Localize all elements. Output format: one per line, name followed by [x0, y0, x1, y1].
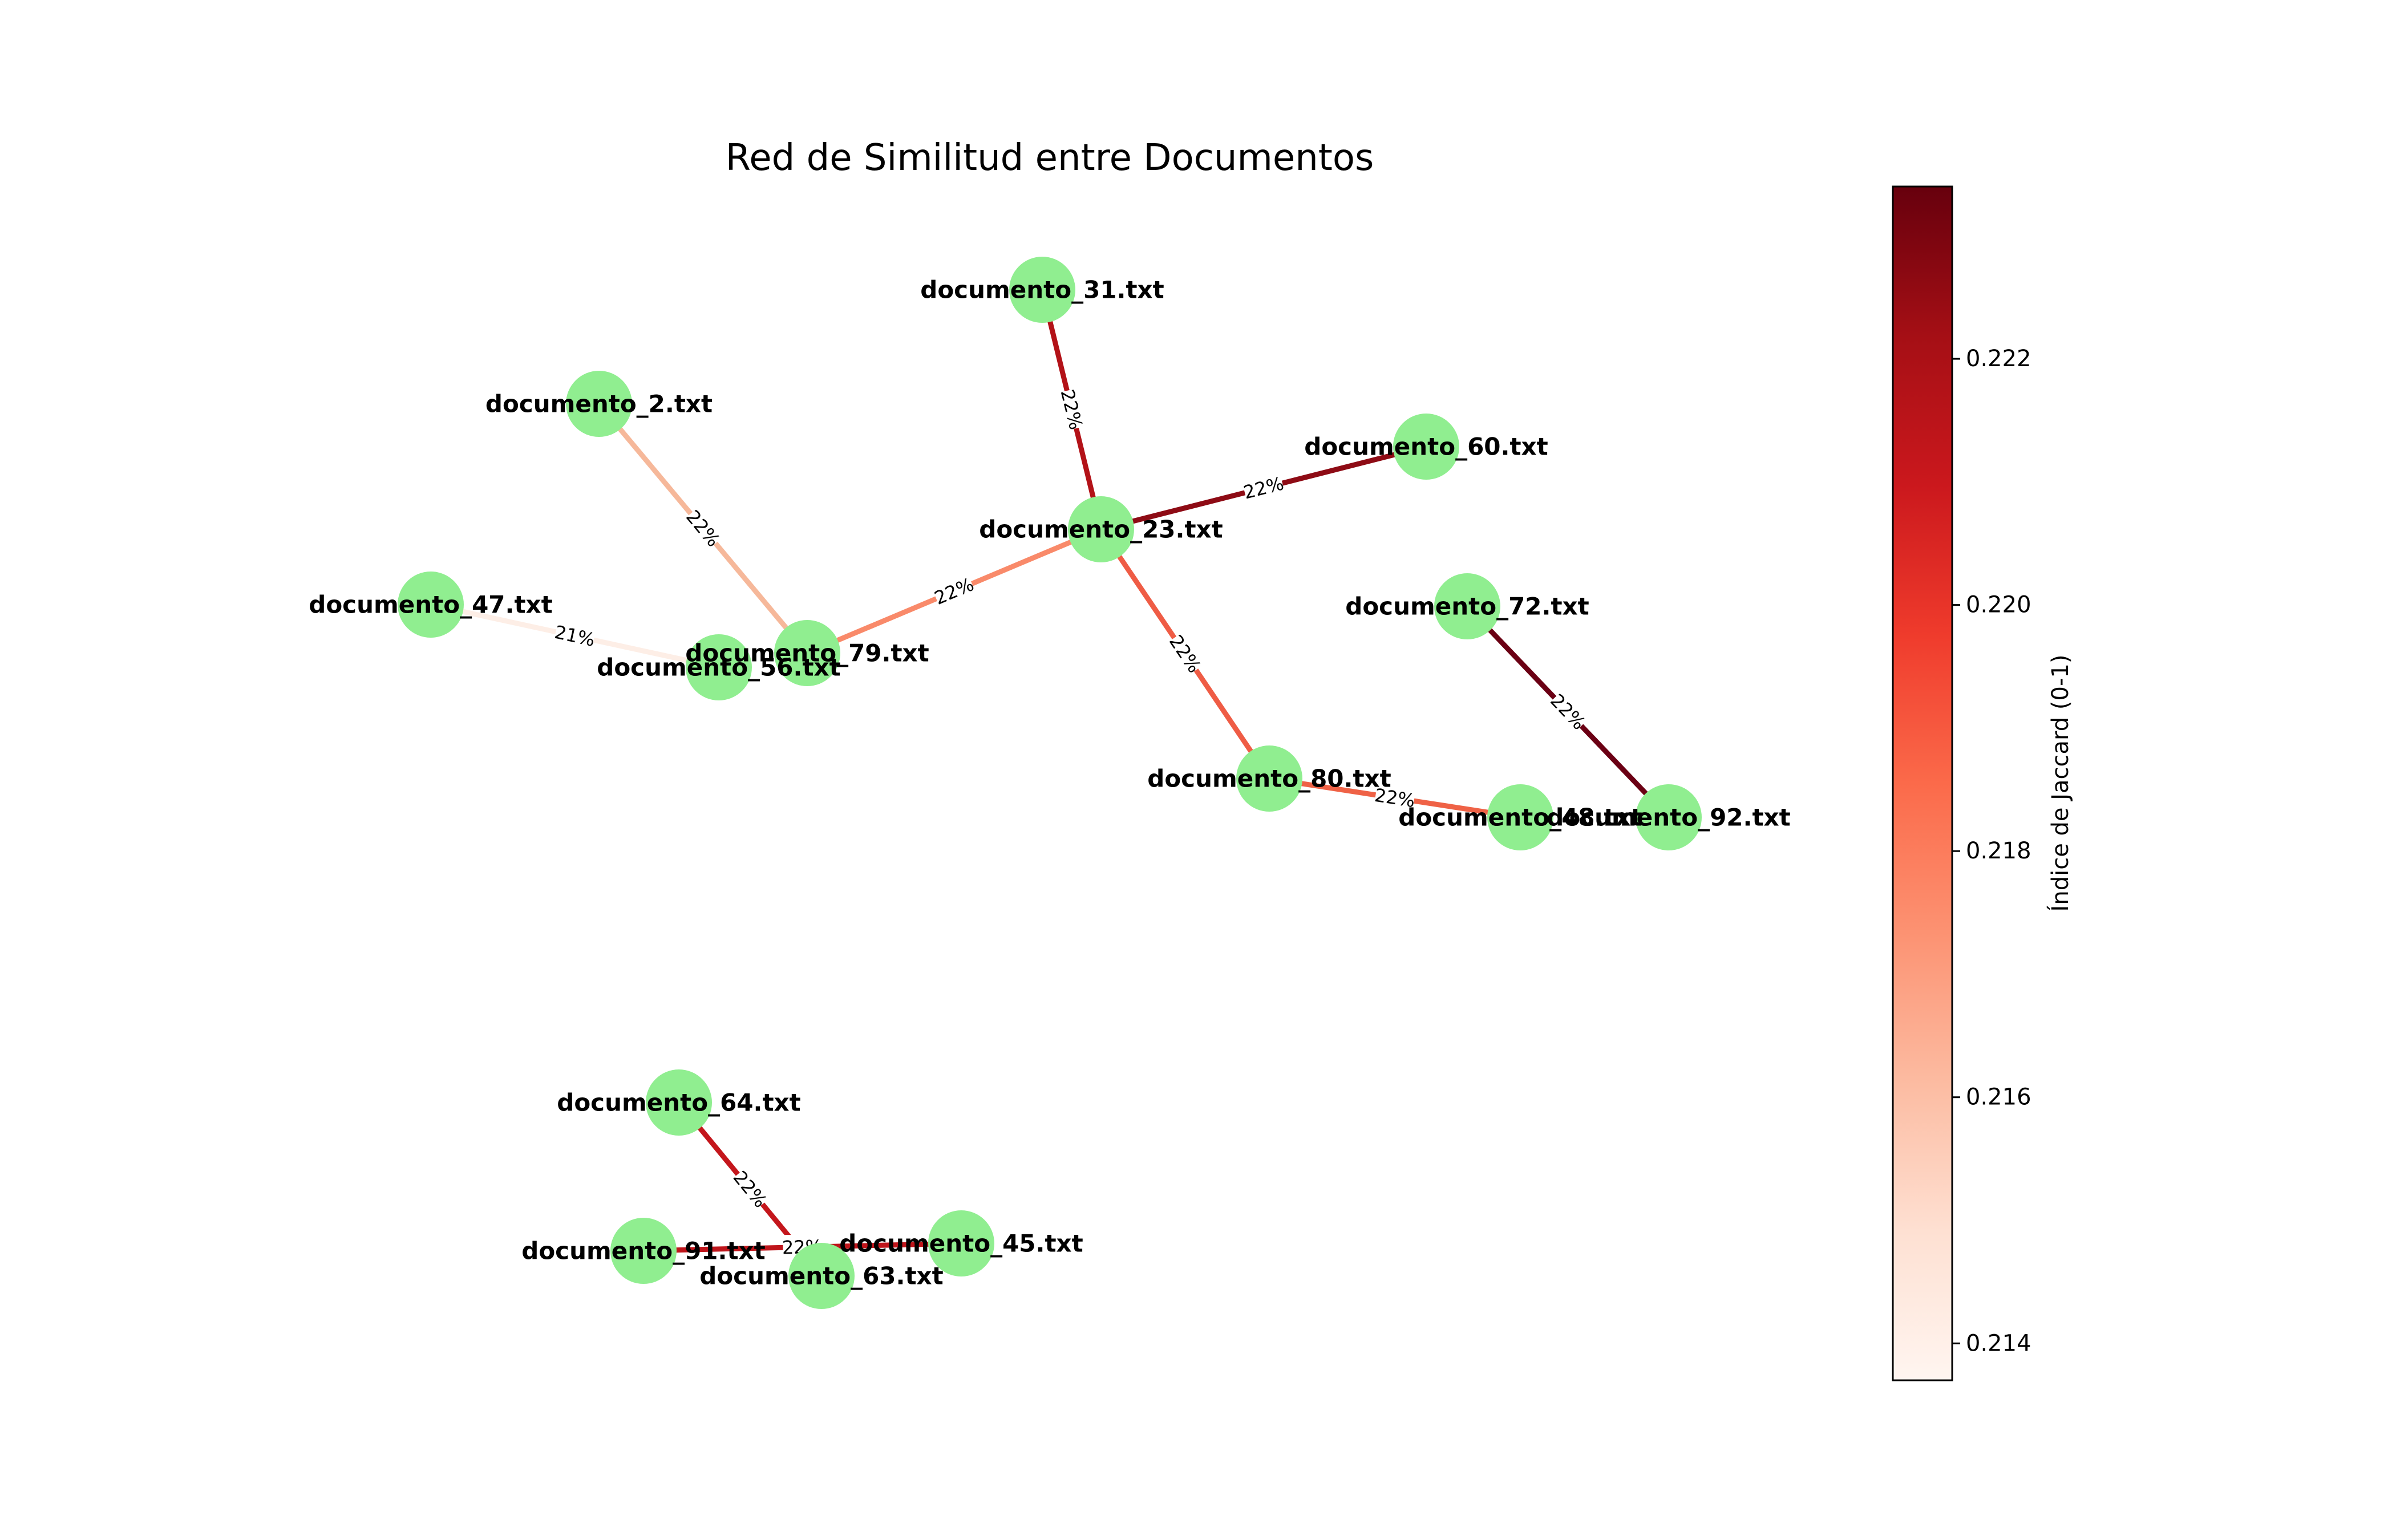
nodes-layer	[398, 257, 1702, 1309]
colorbar-tick-label: 0.216	[1966, 1084, 2031, 1111]
node-d31	[1009, 257, 1075, 323]
node-label-d79: documento_79.txt	[685, 639, 929, 667]
edge-label-background	[1374, 783, 1416, 811]
edge-label-background	[730, 1166, 772, 1211]
edge-label-background	[682, 505, 726, 550]
edge-label-group: 21%	[553, 619, 597, 651]
node-label-d23: documento_23.txt	[979, 516, 1223, 544]
edge-label-group: 22%	[1373, 783, 1416, 812]
edge-label: 21%	[553, 621, 597, 651]
node-d92	[1636, 784, 1702, 850]
node-label-d92: documento_92.txt	[1547, 804, 1790, 832]
node-labels-layer: documento_31.txt documento_2.txt documento…	[309, 276, 1790, 1290]
edge-label-group: 22%	[931, 572, 977, 609]
node-label-d56: documento_56.txt	[597, 654, 840, 682]
colorbar: 0.214 0.216 0.218 0.220 0.222 Índice de Jacc…	[1892, 185, 2074, 1381]
node-label-d48: documento_48.txt	[1398, 804, 1642, 832]
node-label-d47: documento_47.txt	[309, 591, 552, 619]
node-d91	[610, 1218, 677, 1284]
edge-label-background	[1241, 471, 1285, 503]
node-d2	[566, 371, 632, 437]
node-label-d64: documento_64.txt	[557, 1089, 800, 1117]
colorbar-ticks: 0.214 0.216 0.218 0.220 0.222	[1952, 346, 2031, 1356]
edge-label-group: 22%	[1057, 387, 1088, 432]
node-label-d60: documento_60.txt	[1304, 433, 1548, 461]
colorbar-tick-label: 0.214	[1966, 1330, 2031, 1356]
edge-label: 22%	[1057, 387, 1087, 432]
chart-title: Red de Similitud entre Documentos	[726, 137, 1374, 179]
edge-label-background	[1547, 689, 1590, 733]
edge-label-background	[931, 572, 976, 609]
node-d45	[928, 1210, 994, 1276]
node-label-d80: documento_80.txt	[1147, 765, 1391, 793]
node-d80	[1236, 745, 1302, 812]
node-d64	[646, 1069, 712, 1136]
node-label-d2: documento_2.txt	[485, 390, 713, 418]
edge-label-background	[1057, 387, 1088, 431]
node-d79	[774, 620, 840, 686]
edge-label: 22%	[1241, 472, 1286, 503]
node-d56	[686, 634, 752, 700]
colorbar-label: Índice de Jaccard (0-1)	[2046, 655, 2074, 912]
edge-label-background	[1165, 631, 1207, 676]
node-d47	[398, 572, 464, 638]
node-label-d72: documento_72.txt	[1345, 593, 1589, 621]
node-label-d31: documento_31.txt	[920, 276, 1164, 304]
node-d72	[1434, 573, 1500, 639]
colorbar-tick-label: 0.218	[1966, 838, 2031, 864]
node-d63	[788, 1243, 855, 1309]
colorbar-tick-label: 0.222	[1966, 346, 2031, 372]
colorbar-tick-label: 0.220	[1966, 592, 2031, 618]
node-d23	[1068, 496, 1134, 562]
colorbar-gradient	[1892, 185, 1953, 1381]
edge-label-background	[553, 619, 597, 650]
node-label-d91: documento_91.txt	[521, 1237, 765, 1265]
edge-label-group: 22%	[1241, 471, 1286, 504]
node-d60	[1393, 414, 1459, 480]
node-label-d45: documento_45.txt	[839, 1230, 1083, 1258]
node-label-d63: documento_63.txt	[699, 1262, 943, 1290]
node-d48	[1487, 784, 1553, 850]
